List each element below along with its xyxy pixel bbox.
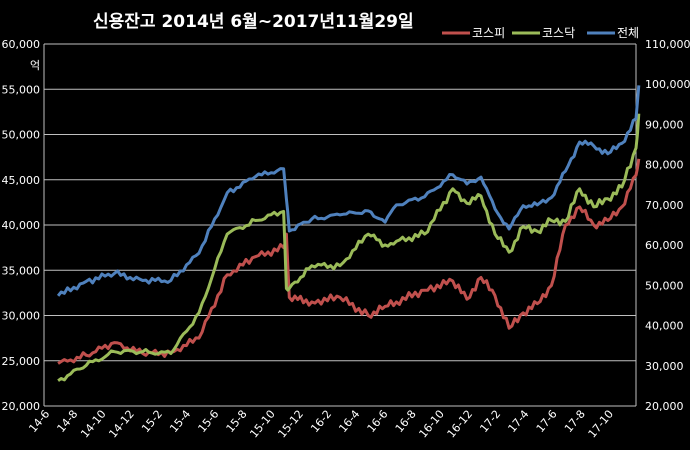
x-tick-label: 14-12 — [106, 408, 137, 441]
left-axis-ticks: 60,000 55,000 50,000 45,000 40,000 35,000 30,0… — [2, 38, 41, 413]
left-tick-label: 60,000 — [2, 38, 41, 51]
right-tick-label: 70,000 — [645, 199, 684, 212]
x-tick-label: 15-8 — [224, 408, 250, 435]
x-tick-label: 15-4 — [167, 408, 193, 435]
left-tick-label: 55,000 — [2, 83, 41, 96]
legend-label-kospi: 코스피 — [472, 26, 505, 40]
x-tick-label: 16-10 — [416, 408, 447, 441]
x-tick-label: 17-8 — [562, 408, 588, 435]
x-tick-label: 16-8 — [393, 408, 419, 435]
series-layer — [56, 85, 641, 382]
x-tick-label: 15-10 — [247, 408, 278, 441]
x-tick-label: 17-6 — [534, 408, 560, 435]
right-tick-label: 90,000 — [645, 118, 684, 131]
legend-label-total: 전체 — [617, 26, 639, 40]
right-tick-label: 50,000 — [645, 279, 684, 292]
chart-title: 신용잔고 2014년 6월~2017년11월29일 — [93, 12, 414, 32]
x-tick-label: 15-6 — [195, 408, 221, 435]
right-tick-label: 20,000 — [645, 400, 684, 413]
x-tick-label: 14-10 — [78, 408, 109, 441]
x-tick-label: 16-4 — [336, 408, 362, 435]
x-tick-label: 15-2 — [139, 408, 165, 435]
legend-label-kosdaq: 코스닥 — [542, 26, 575, 40]
left-tick-label: 35,000 — [2, 264, 41, 277]
series-line — [56, 85, 641, 297]
legend: 코스피 코스닥 전체 — [442, 26, 639, 40]
right-tick-label: 60,000 — [645, 239, 684, 252]
right-tick-label: 100,000 — [645, 78, 690, 91]
x-tick-label: 17-10 — [586, 408, 617, 441]
right-tick-label: 80,000 — [645, 159, 684, 172]
right-axis-ticks: 110,000 100,000 90,000 80,000 70,000 60,000 50… — [645, 38, 690, 413]
left-tick-label: 45,000 — [2, 174, 41, 187]
x-tick-label: 16-2 — [308, 408, 334, 435]
x-tick-label: 16-6 — [365, 408, 391, 435]
x-tick-label: 15-12 — [276, 408, 307, 441]
left-tick-label: 30,000 — [2, 310, 41, 323]
left-tick-label: 20,000 — [2, 400, 41, 413]
x-tick-label: 17-2 — [477, 408, 503, 435]
x-tick-label: 16-12 — [445, 408, 476, 441]
x-tick-label: 17-4 — [506, 408, 532, 435]
left-axis-unit: 억 — [30, 59, 40, 72]
x-tick-label: 14-8 — [54, 408, 80, 435]
right-tick-label: 30,000 — [645, 360, 684, 373]
series-line — [57, 113, 641, 382]
right-tick-label: 40,000 — [645, 320, 684, 333]
left-tick-label: 25,000 — [2, 355, 41, 368]
right-tick-label: 110,000 — [645, 38, 690, 51]
left-tick-label: 50,000 — [2, 129, 41, 142]
left-tick-label: 40,000 — [2, 219, 41, 232]
